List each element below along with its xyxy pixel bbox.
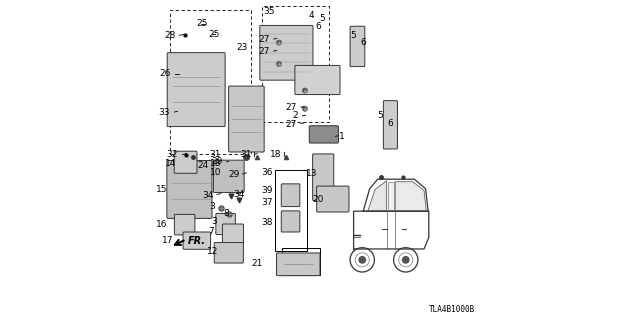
- Polygon shape: [388, 182, 394, 211]
- Text: 34: 34: [202, 191, 214, 200]
- Text: 31: 31: [210, 150, 221, 159]
- Polygon shape: [396, 182, 426, 211]
- Text: 8: 8: [223, 209, 229, 218]
- Text: 12: 12: [207, 247, 219, 256]
- Text: 37: 37: [262, 198, 273, 207]
- FancyBboxPatch shape: [282, 184, 300, 207]
- Text: 1: 1: [339, 132, 345, 141]
- FancyBboxPatch shape: [276, 253, 320, 276]
- Text: 6: 6: [315, 22, 321, 31]
- Text: 24: 24: [197, 161, 208, 170]
- Circle shape: [303, 88, 308, 93]
- FancyBboxPatch shape: [282, 211, 300, 232]
- Text: 29: 29: [228, 170, 240, 179]
- Text: 29: 29: [211, 157, 223, 166]
- Bar: [170, 10, 251, 154]
- FancyBboxPatch shape: [174, 151, 197, 173]
- Text: 33: 33: [158, 108, 170, 116]
- Bar: [275, 170, 307, 251]
- FancyBboxPatch shape: [350, 26, 365, 67]
- FancyBboxPatch shape: [309, 126, 339, 143]
- FancyBboxPatch shape: [167, 53, 225, 127]
- FancyBboxPatch shape: [216, 213, 236, 235]
- Text: 27: 27: [285, 103, 297, 112]
- FancyBboxPatch shape: [223, 224, 244, 244]
- Text: 34: 34: [233, 190, 244, 199]
- Text: 20: 20: [313, 195, 324, 204]
- Text: 7: 7: [209, 227, 214, 236]
- FancyBboxPatch shape: [228, 86, 264, 152]
- Text: 25: 25: [196, 19, 207, 28]
- Text: 36: 36: [262, 168, 273, 177]
- Circle shape: [403, 257, 409, 263]
- Bar: [262, 6, 329, 122]
- Text: 2: 2: [292, 111, 298, 120]
- Text: 4: 4: [309, 11, 314, 20]
- FancyBboxPatch shape: [260, 26, 313, 80]
- Text: 23: 23: [237, 43, 248, 52]
- FancyBboxPatch shape: [312, 154, 334, 201]
- Text: 39: 39: [262, 186, 273, 195]
- Circle shape: [303, 106, 308, 111]
- Circle shape: [359, 257, 365, 263]
- Text: 6: 6: [387, 119, 393, 128]
- FancyBboxPatch shape: [295, 66, 340, 95]
- FancyBboxPatch shape: [167, 161, 212, 219]
- Text: 13: 13: [307, 169, 317, 178]
- FancyBboxPatch shape: [183, 232, 211, 249]
- Polygon shape: [368, 181, 387, 211]
- Text: 27: 27: [285, 120, 297, 129]
- Circle shape: [276, 61, 282, 67]
- Text: FR.: FR.: [188, 236, 206, 246]
- Text: 28: 28: [164, 31, 175, 40]
- Text: 16: 16: [156, 220, 168, 229]
- Text: 10: 10: [210, 168, 221, 177]
- Text: 3: 3: [211, 217, 217, 226]
- Text: 17: 17: [162, 236, 173, 245]
- Text: 27: 27: [258, 47, 269, 56]
- FancyBboxPatch shape: [214, 243, 243, 263]
- Text: TLA4B1000B: TLA4B1000B: [429, 305, 475, 314]
- Text: 25: 25: [208, 30, 220, 39]
- Text: 26: 26: [159, 69, 170, 78]
- Text: 5: 5: [378, 111, 383, 120]
- FancyBboxPatch shape: [383, 101, 397, 149]
- Text: 3: 3: [210, 202, 215, 211]
- Text: 35: 35: [264, 7, 275, 16]
- Text: 14: 14: [165, 159, 177, 168]
- Circle shape: [276, 40, 282, 45]
- Text: 5: 5: [350, 31, 356, 40]
- FancyBboxPatch shape: [174, 214, 195, 235]
- Text: 21: 21: [251, 259, 262, 268]
- Text: 5: 5: [319, 14, 325, 23]
- FancyBboxPatch shape: [214, 160, 244, 193]
- Bar: [282, 248, 320, 275]
- Text: 38: 38: [262, 218, 273, 227]
- Text: 27: 27: [258, 35, 269, 44]
- Text: 32: 32: [166, 150, 178, 159]
- FancyBboxPatch shape: [317, 186, 349, 212]
- Text: 18: 18: [270, 150, 282, 159]
- Text: 6: 6: [360, 38, 365, 47]
- Text: 31: 31: [241, 150, 252, 159]
- Text: 15: 15: [156, 185, 168, 194]
- Text: 18: 18: [210, 159, 221, 168]
